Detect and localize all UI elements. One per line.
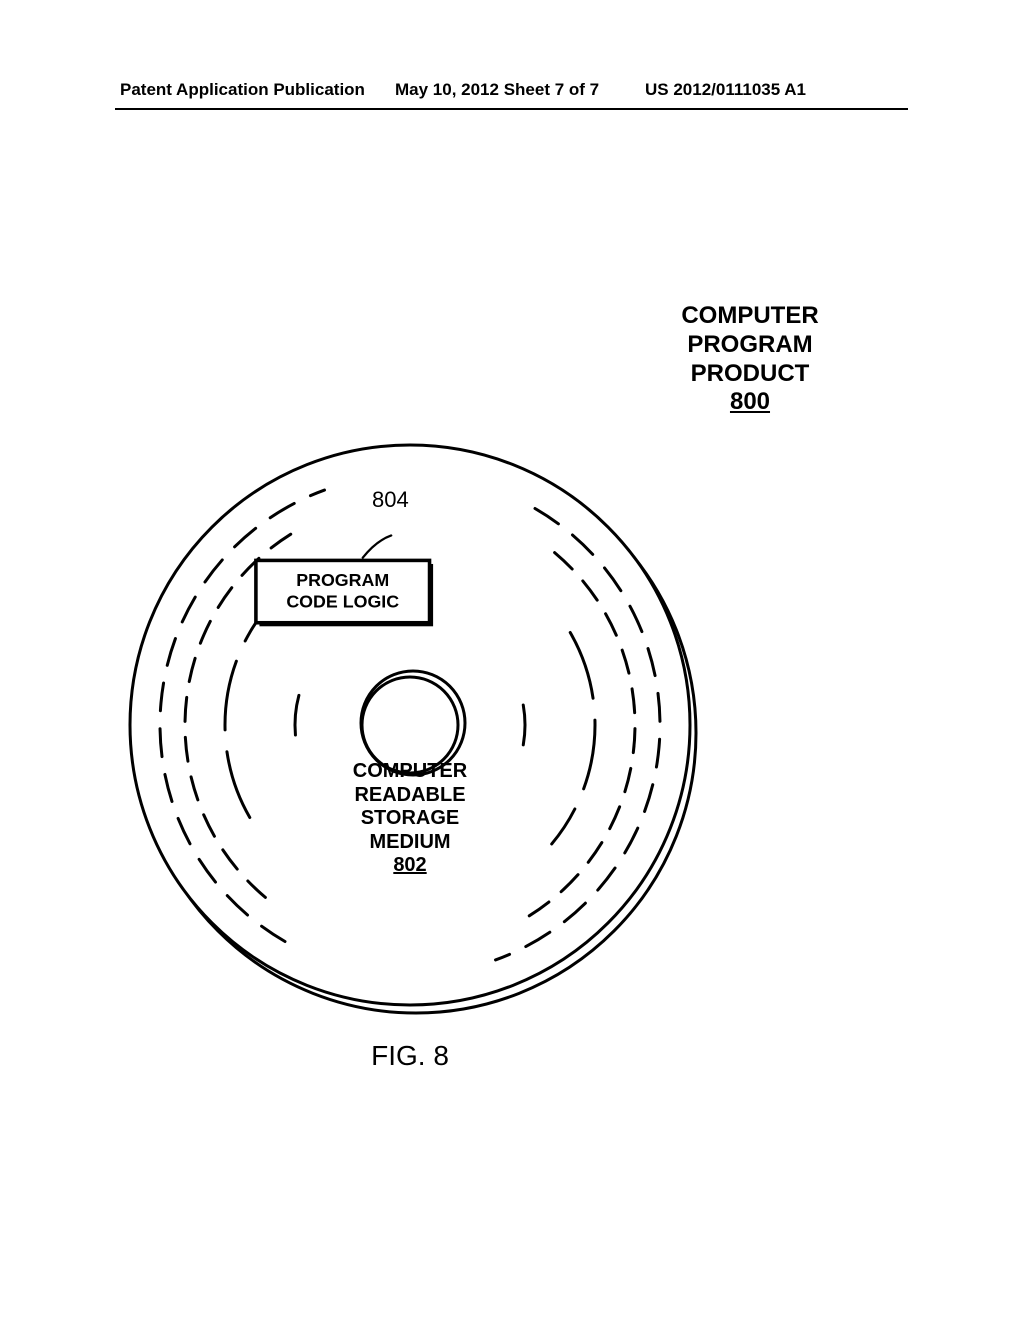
product-line2: PROGRAM bbox=[687, 331, 812, 358]
header-rule bbox=[115, 108, 908, 110]
program-box-line2: CODE LOGIC bbox=[286, 592, 399, 613]
storage-ref: 802 bbox=[393, 854, 426, 876]
program-box-line1: PROGRAM bbox=[296, 570, 389, 591]
program-code-logic-box: PROGRAMCODE LOGIC bbox=[247, 518, 442, 642]
computer-program-product-label: COMPUTER PROGRAM PRODUCT 800 bbox=[640, 302, 860, 417]
storage-line1: COMPUTER bbox=[353, 760, 467, 782]
storage-line2: READABLE bbox=[354, 784, 465, 806]
header-left: Patent Application Publication bbox=[120, 80, 365, 100]
storage-line3: STORAGE bbox=[361, 807, 460, 829]
disc-diagram bbox=[100, 415, 720, 1035]
product-ref: 800 bbox=[730, 388, 770, 415]
product-line1: COMPUTER bbox=[681, 302, 818, 329]
ref-804-label: 804 bbox=[372, 487, 409, 513]
header-center: May 10, 2012 Sheet 7 of 7 bbox=[395, 80, 599, 100]
product-line3: PRODUCT bbox=[691, 360, 810, 387]
header-right: US 2012/0111035 A1 bbox=[645, 80, 806, 100]
storage-medium-label: COMPUTER READABLE STORAGE MEDIUM 802 bbox=[280, 760, 540, 878]
storage-line4: MEDIUM bbox=[369, 831, 450, 853]
figure-caption: FIG. 8 bbox=[0, 1040, 820, 1072]
page-header: Patent Application Publication May 10, 2… bbox=[0, 80, 1024, 110]
